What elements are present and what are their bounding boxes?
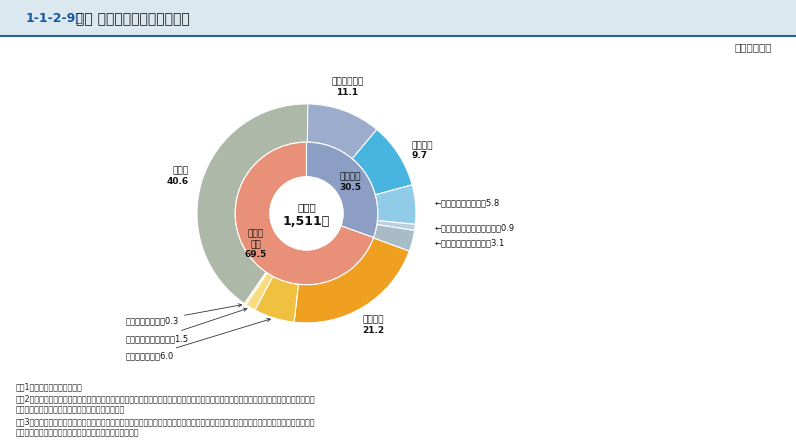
- Wedge shape: [375, 185, 416, 224]
- Text: 2　「タクシー強盗」及び「その他の自動車強盗」は，自動車に乗車中の者から自動車又は金品を強取するもの（暴行・脅迫を加えて運: 2 「タクシー強盗」及び「その他の自動車強盗」は，自動車に乗車中の者から自動車又…: [16, 394, 315, 403]
- Text: 路上強盗
21.2: 路上強盗 21.2: [362, 315, 384, 335]
- Text: ←その他の店舗強盗　5.8: ←その他の店舗強盗 5.8: [435, 198, 501, 207]
- Wedge shape: [235, 142, 373, 285]
- Wedge shape: [373, 224, 415, 251]
- Wedge shape: [352, 129, 412, 195]
- Text: その他の自動車強盗　1.5: その他の自動車強盗 1.5: [126, 308, 247, 343]
- Text: 注　1　警察庁の統計による。: 注 1 警察庁の統計による。: [16, 383, 83, 392]
- Circle shape: [270, 177, 343, 250]
- Wedge shape: [244, 272, 267, 305]
- Text: タクシー強盗　6.0: タクシー強盗 6.0: [126, 319, 271, 360]
- Text: ←そ　　　の　　　他　3.1: ←そ の 他 3.1: [435, 238, 505, 247]
- Wedge shape: [197, 104, 308, 304]
- Text: （令和元年）: （令和元年）: [735, 42, 772, 52]
- Text: た上で，その者から金品を強取するものをいう。: た上で，その者から金品を強取するものをいう。: [16, 429, 139, 437]
- Wedge shape: [306, 104, 377, 159]
- Wedge shape: [246, 273, 273, 310]
- Polygon shape: [4, 7, 18, 31]
- Text: 1,511件: 1,511件: [283, 215, 330, 227]
- Text: コンビニ強盗
11.1: コンビニ強盗 11.1: [331, 78, 364, 97]
- Wedge shape: [377, 220, 416, 231]
- Text: 1-1-2-9図: 1-1-2-9図: [25, 12, 84, 26]
- Text: 住宅強盗
9.7: 住宅強盗 9.7: [412, 141, 433, 161]
- Wedge shape: [255, 276, 298, 322]
- Text: その他
40.6: その他 40.6: [166, 166, 189, 186]
- Wedge shape: [306, 142, 378, 238]
- Text: 非侵入
強盗
69.5: 非侵入 強盗 69.5: [244, 230, 267, 259]
- Text: 強盗 認知件数の手口別構成比: 強盗 認知件数の手口別構成比: [76, 12, 189, 26]
- Wedge shape: [294, 238, 409, 323]
- Text: ←金　融　機　関　強　盗　0.9: ←金 融 機 関 強 盗 0.9: [435, 223, 515, 232]
- Text: 3　「途中強盗」は，金品を輸送中の者又は銀行等に預金に行く途中若しくは銀行等から払戛しを受けて帰る途中の者であることを知っ: 3 「途中強盗」は，金品を輸送中の者又は銀行等に預金に行く途中若しくは銀行等から…: [16, 417, 315, 426]
- Text: 侵入強盗
30.5: 侵入強盗 30.5: [340, 173, 361, 192]
- Text: 賞の支払を免れるものを含む。）をいう。: 賞の支払を免れるものを含む。）をいう。: [16, 406, 125, 414]
- Text: 途　中　強　盗　0.3: 途 中 強 盗 0.3: [126, 304, 241, 326]
- Text: 総　数: 総 数: [297, 202, 316, 212]
